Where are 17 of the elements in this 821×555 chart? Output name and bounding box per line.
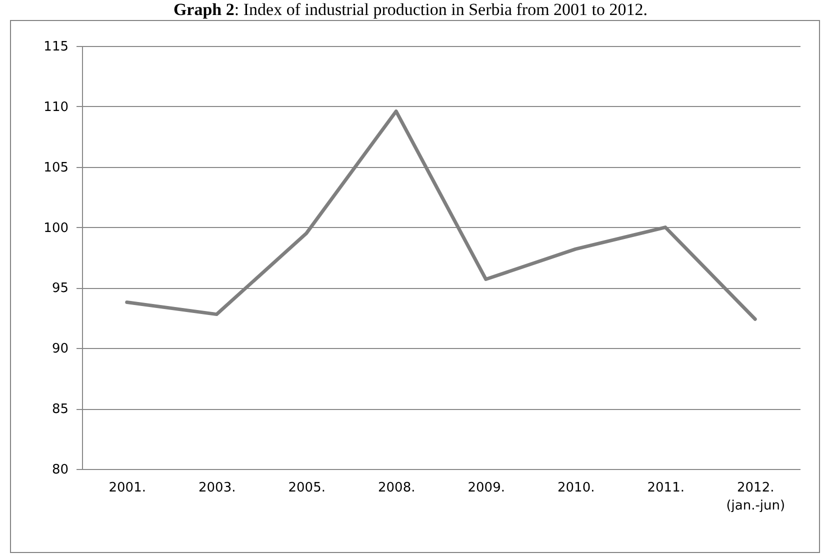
- x-tick-label: 2011.: [647, 480, 684, 496]
- y-tick-label: 105: [44, 160, 68, 176]
- y-tick-label: 115: [44, 40, 68, 54]
- x-tick-label: 2012. (jan.-jun): [726, 480, 786, 514]
- x-tick-label: 2005.: [288, 480, 326, 496]
- x-tick-label: 2009.: [468, 480, 505, 496]
- x-tick-label: 2001.: [108, 480, 146, 496]
- y-tick-label: 100: [44, 220, 68, 236]
- x-tick-label: 2008.: [378, 480, 416, 496]
- chart-title: Graph 2: Index of industrial production in Serbia from 2001 to 2012.: [172, 0, 649, 20]
- x-tick-label: 2003.: [198, 480, 236, 496]
- y-tick-label: 90: [52, 342, 68, 357]
- y-tick-label: 110: [44, 100, 68, 115]
- y-tick-label: 85: [52, 402, 68, 418]
- y-tick-label: 80: [52, 462, 68, 478]
- x-tick-label: 2010.: [558, 480, 595, 496]
- y-tick-label: 95: [52, 281, 68, 296]
